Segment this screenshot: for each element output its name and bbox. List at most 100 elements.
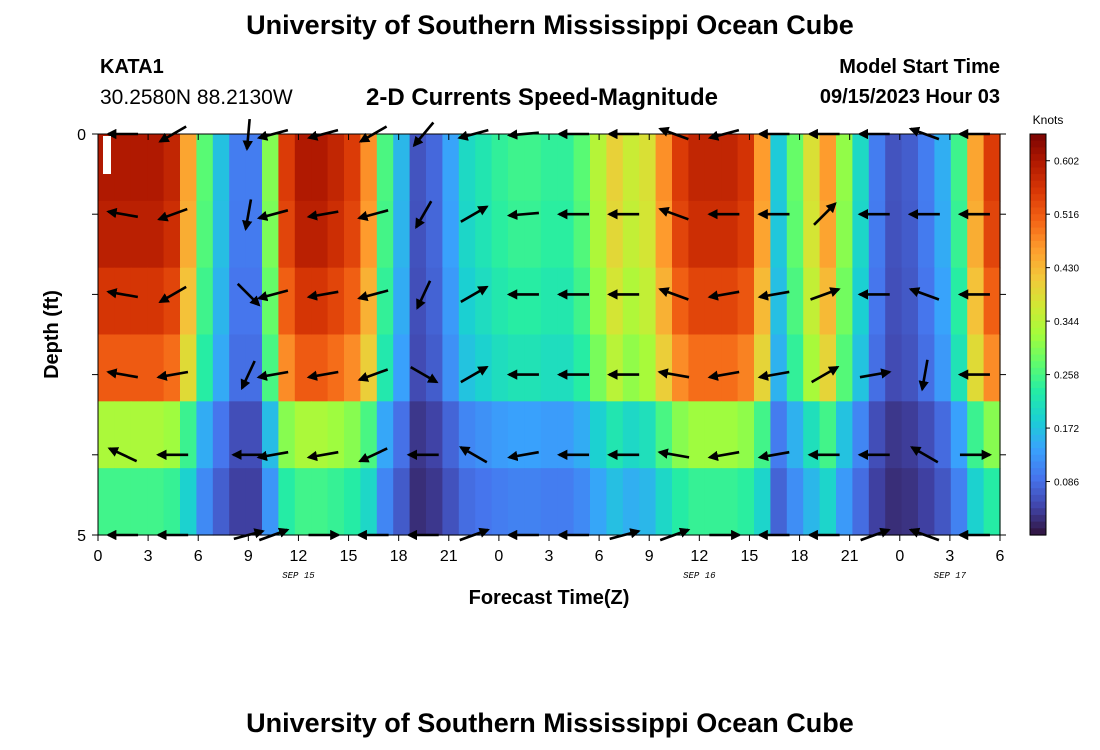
- heatmap-cell: [311, 334, 329, 402]
- heatmap-cell: [278, 267, 296, 336]
- heatmap-cell: [918, 468, 935, 536]
- heatmap-cell: [704, 134, 722, 202]
- heatmap-cell: [540, 401, 558, 469]
- heatmap-cell: [393, 200, 411, 269]
- heatmap-cell: [180, 401, 197, 469]
- heatmap-cell: [180, 134, 197, 202]
- heatmap-cell: [868, 401, 886, 469]
- x-tick-label: 6: [996, 548, 1005, 565]
- heatmap-cell: [967, 267, 985, 336]
- heatmap-cell: [672, 200, 689, 269]
- heatmap-cell: [885, 267, 903, 336]
- heatmap-cell: [508, 468, 525, 536]
- x-axis-label: Forecast Time(Z): [469, 587, 630, 609]
- colorbar-segment: [1030, 347, 1046, 356]
- heatmap-cell: [934, 267, 952, 336]
- heatmap-cell: [98, 468, 115, 536]
- colorbar-segment: [1030, 448, 1046, 456]
- heatmap-cell: [557, 134, 575, 202]
- colorbar-segment: [1030, 421, 1046, 429]
- heatmap-cell: [754, 468, 771, 536]
- colorbar-segment: [1030, 220, 1046, 229]
- current-vector: [507, 450, 539, 462]
- current-vector: [306, 290, 339, 301]
- heatmap-cell: [409, 267, 427, 336]
- heatmap-cell: [836, 267, 853, 336]
- colorbar-segment: [1030, 187, 1046, 195]
- heatmap-cell: [704, 334, 722, 402]
- current-vector: [106, 207, 139, 219]
- heatmap-cell: [688, 401, 706, 469]
- heatmap-cell: [590, 334, 607, 402]
- heatmap-cell: [803, 334, 821, 402]
- heatmap-cell: [590, 401, 607, 469]
- heatmap-cell: [491, 401, 509, 469]
- heatmap-cell: [130, 134, 148, 202]
- heatmap-cell: [672, 401, 689, 469]
- heatmap-cell: [819, 401, 837, 469]
- heatmap-cell: [426, 134, 443, 202]
- heatmap-cell: [376, 401, 394, 469]
- heatmap-cell: [868, 468, 886, 536]
- heatmap-cell: [393, 334, 411, 402]
- heatmap-cell: [393, 267, 411, 336]
- heatmap-cell: [786, 468, 804, 536]
- current-vector: [256, 450, 289, 462]
- current-vector: [357, 368, 389, 382]
- heatmap-cell: [245, 468, 263, 536]
- heatmap-cell: [590, 134, 607, 202]
- heatmap-cell: [344, 134, 361, 202]
- heatmap-cell: [950, 267, 968, 336]
- heatmap-cell: [98, 200, 115, 269]
- heatmap-cell: [409, 200, 427, 269]
- heatmap-cell: [147, 468, 165, 536]
- x-tick-label: 21: [440, 548, 458, 565]
- heatmap-cell: [180, 267, 197, 336]
- heatmap-cell: [262, 334, 279, 402]
- heatmap-cell: [704, 200, 722, 269]
- heatmap-cell: [901, 267, 919, 336]
- heatmap-cell: [163, 401, 181, 469]
- heatmap-cell: [950, 401, 968, 469]
- date-label: SEP 17: [934, 571, 967, 581]
- heatmap-cell: [508, 334, 525, 402]
- heatmap-cell: [376, 334, 394, 402]
- heatmap-cell: [98, 401, 115, 469]
- heatmap-cell: [868, 267, 886, 336]
- heatmap-cell: [229, 267, 247, 336]
- heatmap-cell: [360, 267, 378, 336]
- heatmap-cell: [426, 267, 443, 336]
- current-vector: [658, 287, 689, 301]
- heatmap-cell: [262, 200, 279, 269]
- colorbar-segment: [1030, 140, 1046, 148]
- heatmap-cell: [163, 200, 181, 269]
- colorbar-tick-label: 0.516: [1054, 210, 1079, 221]
- current-vector: [707, 450, 740, 462]
- heatmap-cell: [442, 401, 460, 469]
- heatmap-cell: [524, 334, 542, 402]
- heatmap-cell: [114, 334, 132, 402]
- heatmap-cell: [327, 134, 345, 202]
- current-vector: [242, 199, 253, 232]
- heatmap-cell: [311, 468, 329, 536]
- y-tick-label: 5: [77, 528, 86, 545]
- heatmap-cell: [229, 401, 247, 469]
- heatmap-cell: [983, 334, 1001, 402]
- heatmap-cell: [819, 267, 837, 336]
- heatmap-cell: [950, 200, 968, 269]
- heatmap-cell: [311, 267, 329, 336]
- colorbar-segment: [1030, 468, 1046, 476]
- heatmap-cell: [376, 134, 394, 202]
- heatmap-cell: [573, 468, 591, 536]
- heatmap-cell: [458, 134, 476, 202]
- current-vector: [657, 448, 690, 459]
- heatmap-cell: [688, 134, 706, 202]
- heatmap-cell: [376, 200, 394, 269]
- heatmap-cell: [737, 334, 755, 402]
- heatmap-cell: [688, 200, 706, 269]
- heatmap-cell: [754, 401, 771, 469]
- heatmap-cell: [147, 267, 165, 336]
- colorbar-tick-label: 0.172: [1054, 424, 1079, 435]
- x-tick-label: 18: [390, 548, 408, 565]
- heatmap-cell: [475, 468, 493, 536]
